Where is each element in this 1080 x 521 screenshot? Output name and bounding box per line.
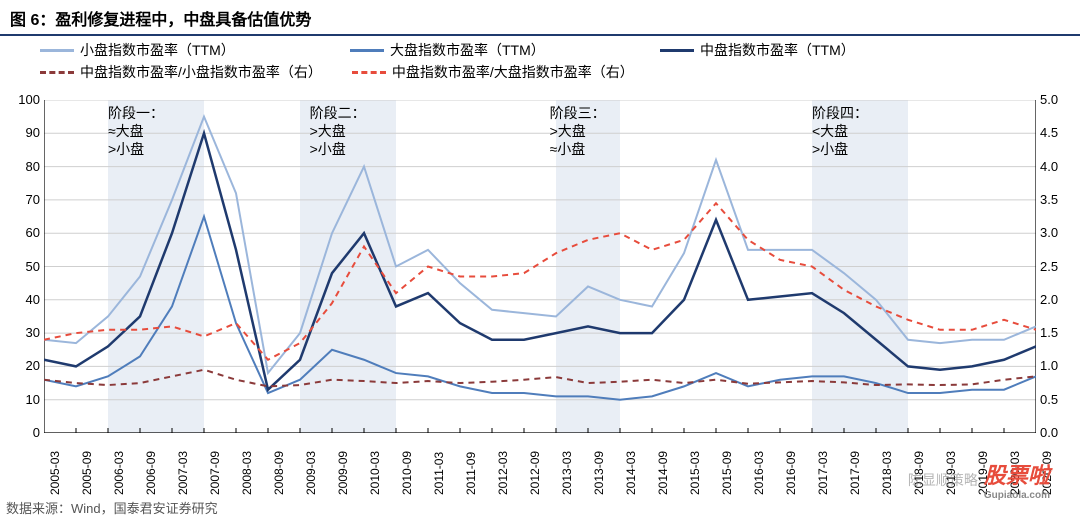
x-tick: 2012-03 — [496, 451, 504, 495]
y-right-tick: 5.0 — [1036, 92, 1080, 107]
y-right-tick: 0.5 — [1036, 392, 1080, 407]
legend-swatch — [350, 49, 384, 52]
y-left-tick: 90 — [0, 125, 44, 140]
y-right-tick: 1.5 — [1036, 325, 1080, 340]
x-tick: 2010-03 — [368, 451, 376, 495]
x-tick: 2006-09 — [144, 451, 152, 495]
y-left-tick: 50 — [0, 259, 44, 274]
x-tick: 2007-03 — [176, 451, 184, 495]
legend-swatch — [660, 49, 694, 52]
x-tick: 2016-09 — [784, 451, 792, 495]
y-right-tick: 2.0 — [1036, 292, 1080, 307]
legend-label: 中盘指数市盈率/小盘指数市盈率（右） — [80, 62, 322, 82]
legend-label: 中盘指数市盈率（TTM） — [700, 40, 855, 60]
y-left-tick: 60 — [0, 225, 44, 240]
x-tick: 2010-09 — [400, 451, 408, 495]
phase-label: 阶段三：>大盘≈小盘 — [550, 104, 606, 159]
y-right-tick: 2.5 — [1036, 259, 1080, 274]
y-left-tick: 20 — [0, 358, 44, 373]
legend-swatch — [40, 49, 74, 52]
x-tick: 2005-03 — [48, 451, 56, 495]
x-tick: 2011-03 — [432, 452, 440, 495]
x-tick: 2014-09 — [656, 451, 664, 495]
legend-item: 中盘指数市盈率/大盘指数市盈率（右） — [352, 62, 634, 82]
legend-swatch — [40, 71, 74, 74]
y-right-tick: 3.5 — [1036, 192, 1080, 207]
y-left-tick: 80 — [0, 159, 44, 174]
figure-container: 图 6：盈利修复进程中，中盘具备估值优势 小盘指数市盈率（TTM） 大盘指数市盈率… — [0, 0, 1080, 521]
x-tick: 2017-03 — [816, 451, 824, 495]
y-left-tick: 100 — [0, 92, 44, 107]
y-right-tick: 4.5 — [1036, 125, 1080, 140]
y-left-tick: 40 — [0, 292, 44, 307]
x-tick: 2005-09 — [80, 451, 88, 495]
x-axis-ticks: 2005-03 2005-09 2006-03 2006-09 2007-03 2007-… — [44, 433, 1036, 503]
x-tick: 2014-03 — [624, 451, 632, 495]
y-left-tick: 30 — [0, 325, 44, 340]
x-tick: 2008-09 — [272, 451, 280, 495]
x-tick: 2017-09 — [848, 451, 856, 495]
legend: 小盘指数市盈率（TTM） 大盘指数市盈率（TTM） 中盘指数市盈率（TTM） 中盘指数… — [0, 36, 1080, 82]
x-tick: 2009-03 — [304, 451, 312, 495]
chart-svg — [44, 100, 1036, 433]
y-left-tick: 10 — [0, 392, 44, 407]
legend-item: 中盘指数市盈率/小盘指数市盈率（右） — [40, 62, 322, 82]
phase-label: 阶段四：<大盘>小盘 — [812, 104, 868, 159]
x-tick: 2008-03 — [240, 451, 248, 495]
x-tick: 2007-09 — [208, 451, 216, 495]
watermark: 陈显顺策略 股票啦 Gupiaola.com — [908, 458, 1050, 501]
x-tick: 2015-09 — [720, 451, 728, 495]
legend-item: 大盘指数市盈率（TTM） — [350, 40, 630, 60]
x-tick: 2012-09 — [528, 451, 536, 495]
y-right-tick: 4.0 — [1036, 159, 1080, 174]
source-text: 数据来源：Wind，国泰君安证券研究 — [6, 498, 218, 517]
x-tick: 2006-03 — [112, 451, 120, 495]
legend-label: 大盘指数市盈率（TTM） — [390, 40, 545, 60]
chart-title: 图 6：盈利修复进程中，中盘具备估值优势 — [0, 0, 1080, 36]
y-right-tick: 3.0 — [1036, 225, 1080, 240]
legend-swatch — [352, 71, 386, 74]
x-tick: 2009-09 — [336, 451, 344, 495]
legend-label: 小盘指数市盈率（TTM） — [80, 40, 235, 60]
x-tick: 2013-09 — [592, 451, 600, 495]
watermark-logo: 股票啦 Gupiaola.com — [984, 458, 1050, 501]
x-tick: 2018-03 — [880, 451, 888, 495]
y-left-tick: 0 — [0, 425, 44, 440]
x-tick: 2013-03 — [560, 451, 568, 495]
y-right-tick: 0.0 — [1036, 425, 1080, 440]
phase-label: 阶段一：≈大盘>小盘 — [108, 104, 164, 159]
legend-item: 小盘指数市盈率（TTM） — [40, 40, 320, 60]
watermark-account: 陈显顺策略 — [908, 470, 978, 490]
chart-area: 01020304050607080901000.00.51.01.52.02.5… — [44, 100, 1036, 433]
x-tick: 2015-03 — [688, 451, 696, 495]
x-tick: 2011-09 — [464, 452, 472, 495]
legend-item: 中盘指数市盈率（TTM） — [660, 40, 940, 60]
legend-label: 中盘指数市盈率/大盘指数市盈率（右） — [392, 62, 634, 82]
y-left-tick: 70 — [0, 192, 44, 207]
phase-label: 阶段二：>大盘>小盘 — [310, 104, 366, 159]
y-right-tick: 1.0 — [1036, 358, 1080, 373]
x-tick: 2016-03 — [752, 451, 760, 495]
